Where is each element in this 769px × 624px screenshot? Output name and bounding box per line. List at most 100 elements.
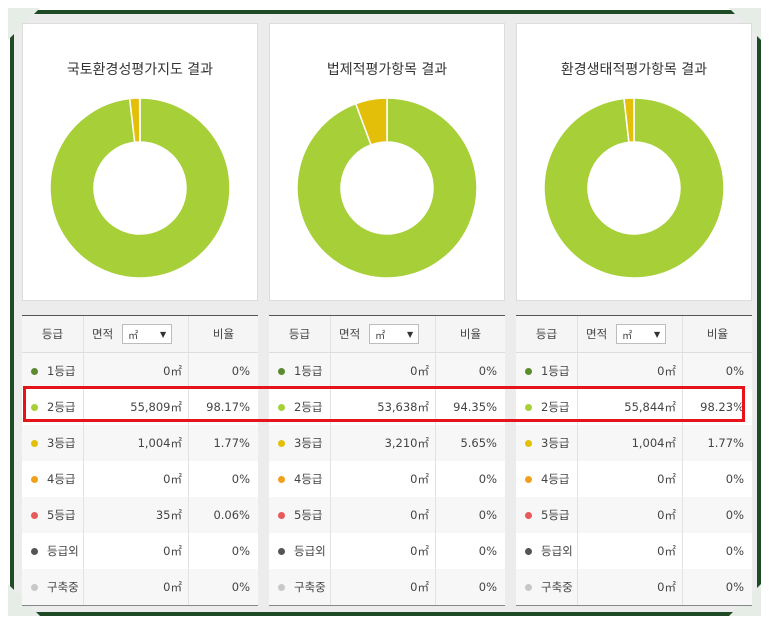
ratio-value: 0% — [231, 364, 250, 378]
area-label: 면적 — [92, 327, 114, 341]
grade-cell: 4등급 — [22, 461, 84, 497]
table-row: 구축중 0㎡ 0% — [269, 569, 505, 605]
grade-cell: 2등급 — [516, 389, 578, 425]
area-value: 0㎡ — [331, 569, 436, 605]
grade-label: 2등급 — [294, 400, 323, 414]
grade-cell: 구축중 — [269, 569, 331, 605]
grade-label: 등급외 — [541, 544, 573, 558]
unit-dropdown[interactable]: ㎡ ▼ — [616, 324, 667, 344]
ratio-value: 0% — [231, 544, 250, 558]
donut-chart — [543, 97, 725, 279]
column-header-ratio: 비율 — [459, 327, 482, 341]
grade-label: 5등급 — [47, 508, 76, 522]
table-row: 3등급 3,210㎡ 5.65% — [269, 425, 505, 461]
legend-dot-icon — [525, 367, 532, 375]
area-value: 0㎡ — [578, 569, 683, 605]
result-panel-ecological: 환경생태적평가항목 결과 등급 면적 ㎡ ▼ 비율 1등급 0㎡ 0% 2등급 55,844㎡ 98.… — [516, 23, 752, 606]
area-value: 53,638㎡ — [331, 389, 436, 425]
area-value: 55,809㎡ — [84, 389, 189, 425]
column-header-grade: 등급 — [269, 316, 331, 352]
ratio-value: 98.23% — [700, 400, 744, 414]
unit-dropdown[interactable]: ㎡ ▼ — [122, 324, 173, 344]
grade-label: 구축중 — [541, 580, 573, 594]
ratio-value: 5.65% — [460, 436, 497, 450]
legend-dot-icon — [525, 547, 532, 555]
area-value: 3,210㎡ — [331, 425, 436, 461]
table-row: 구축중 0㎡ 0% — [22, 569, 258, 605]
legend-dot-icon — [278, 583, 285, 591]
legend-dot-icon — [31, 511, 38, 519]
table-header: 등급 면적 ㎡ ▼ 비율 — [269, 316, 505, 353]
pie-slice-3등급[interactable] — [623, 97, 635, 144]
area-value: 35㎡ — [84, 497, 189, 533]
grade-label: 2등급 — [47, 400, 76, 414]
ratio-value: 0% — [478, 364, 497, 378]
legend-dot-icon — [31, 583, 38, 591]
grade-label: 4등급 — [294, 472, 323, 486]
ratio-value: 0% — [725, 508, 744, 522]
grade-label: 4등급 — [541, 472, 570, 486]
grade-label: 1등급 — [47, 364, 76, 378]
table-row: 1등급 0㎡ 0% — [516, 353, 752, 389]
area-value: 0㎡ — [578, 533, 683, 569]
donut-chart — [296, 97, 478, 279]
chevron-down-icon: ▼ — [654, 329, 661, 339]
chevron-down-icon: ▼ — [160, 329, 167, 339]
grade-cell: 등급외 — [516, 533, 578, 569]
chart-title: 법제적평가항목 결과 — [326, 62, 448, 78]
table-row: 3등급 1,004㎡ 1.77% — [516, 425, 752, 461]
table-row: 3등급 1,004㎡ 1.77% — [22, 425, 258, 461]
grade-cell: 구축중 — [22, 569, 84, 605]
column-header-area: 면적 ㎡ ▼ — [84, 316, 189, 352]
grade-table: 등급 면적 ㎡ ▼ 비율 1등급 0㎡ 0% 2등급 55,809㎡ 98.17% 3등급 1,004㎡… — [22, 315, 258, 606]
chart-title: 국토환경성평가지도 결과 — [66, 62, 214, 78]
table-row: 4등급 0㎡ 0% — [22, 461, 258, 497]
pie-slice-2등급[interactable] — [296, 97, 478, 279]
grade-label: 3등급 — [294, 436, 323, 450]
ratio-value: 0% — [478, 508, 497, 522]
ratio-value: 0% — [231, 580, 250, 594]
pie-slice-3등급[interactable] — [354, 97, 388, 146]
legend-dot-icon — [278, 439, 285, 447]
ratio-value: 94.35% — [453, 400, 497, 414]
area-value: 0㎡ — [331, 533, 436, 569]
grade-label: 2등급 — [541, 400, 570, 414]
grade-cell: 1등급 — [269, 353, 331, 389]
pie-slice-2등급[interactable] — [543, 97, 725, 279]
grade-label: 5등급 — [541, 508, 570, 522]
grade-label: 3등급 — [541, 436, 570, 450]
ratio-value: 0% — [725, 364, 744, 378]
legend-dot-icon — [31, 547, 38, 555]
unit-dropdown[interactable]: ㎡ ▼ — [369, 324, 420, 344]
ratio-value: 98.17% — [206, 400, 250, 414]
area-value: 0㎡ — [84, 461, 189, 497]
grade-cell: 2등급 — [22, 389, 84, 425]
table-row: 5등급 0㎡ 0% — [516, 497, 752, 533]
area-value: 1,004㎡ — [578, 425, 683, 461]
chevron-down-icon: ▼ — [407, 329, 414, 339]
area-value: 1,004㎡ — [84, 425, 189, 461]
result-panel-legal: 법제적평가항목 결과 등급 면적 ㎡ ▼ 비율 1등급 0㎡ 0% 2등급 53,638㎡ 94.35… — [269, 23, 505, 606]
grade-label: 1등급 — [541, 364, 570, 378]
table-row: 등급외 0㎡ 0% — [516, 533, 752, 569]
column-header-grade: 등급 — [516, 316, 578, 352]
area-value: 0㎡ — [578, 497, 683, 533]
legend-dot-icon — [525, 403, 532, 411]
grade-table: 등급 면적 ㎡ ▼ 비율 1등급 0㎡ 0% 2등급 55,844㎡ 98.23% 3등급 1,004㎡… — [516, 315, 752, 606]
table-row: 등급외 0㎡ 0% — [269, 533, 505, 569]
area-value: 0㎡ — [331, 353, 436, 389]
grade-cell: 구축중 — [516, 569, 578, 605]
table-row: 구축중 0㎡ 0% — [516, 569, 752, 605]
legend-dot-icon — [31, 439, 38, 447]
legend-dot-icon — [525, 583, 532, 591]
table-row: 5등급 35㎡ 0.06% — [22, 497, 258, 533]
ratio-value: 0% — [725, 544, 744, 558]
table-row: 등급외 0㎡ 0% — [22, 533, 258, 569]
pie-slice-2등급[interactable] — [49, 97, 231, 279]
table-row: 1등급 0㎡ 0% — [269, 353, 505, 389]
area-value: 0㎡ — [331, 497, 436, 533]
ratio-value: 0.06% — [213, 508, 250, 522]
ratio-value: 1.77% — [213, 436, 250, 450]
grade-cell: 5등급 — [516, 497, 578, 533]
unit-dropdown-value: ㎡ — [375, 330, 386, 342]
